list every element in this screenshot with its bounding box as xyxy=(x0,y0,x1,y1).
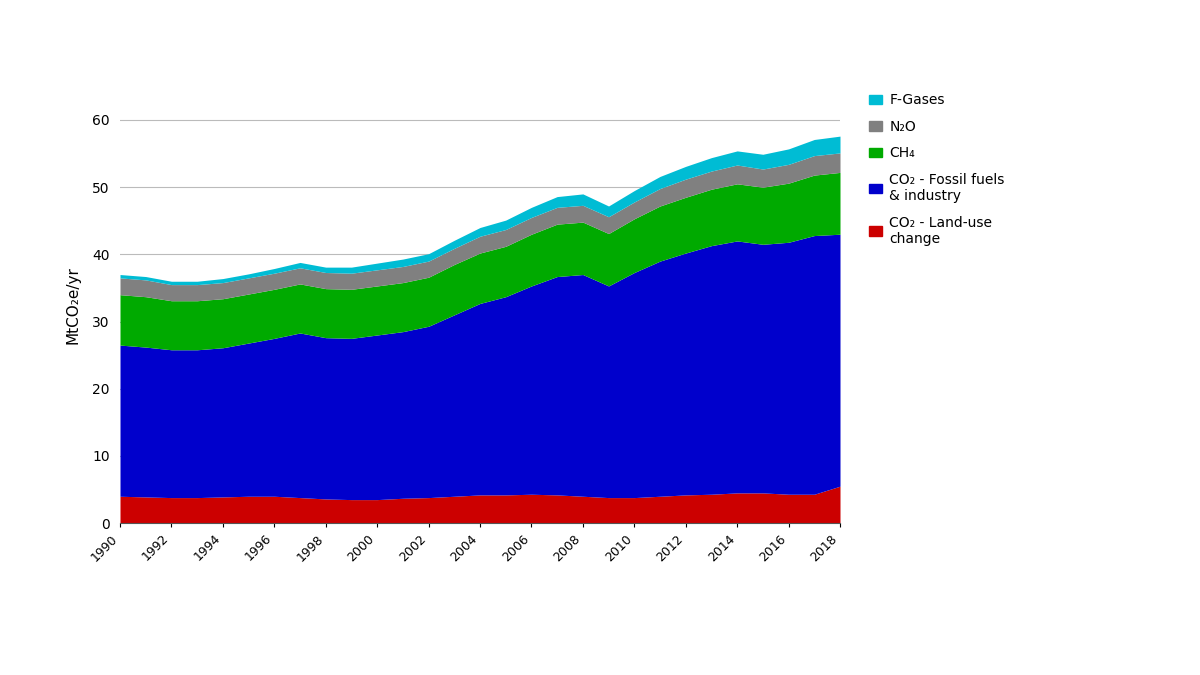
Legend: F-Gases, N₂O, CH₄, CO₂ - Fossil fuels
& industry, CO₂ - Land-use
change: F-Gases, N₂O, CH₄, CO₂ - Fossil fuels & … xyxy=(869,93,1004,246)
Text: Committee on
Climate Change: Committee on Climate Change xyxy=(114,585,209,616)
Text: Page 63. Reducing UK emissions: Progress Report to Parliament: Page 63. Reducing UK emissions: Progress… xyxy=(766,634,1164,647)
Text: Figure 2.1. Global greenhouse gas emissions 1990-2018: Figure 2.1. Global greenhouse gas emissi… xyxy=(307,20,893,40)
Y-axis label: MtCO₂e/yr: MtCO₂e/yr xyxy=(66,266,80,344)
